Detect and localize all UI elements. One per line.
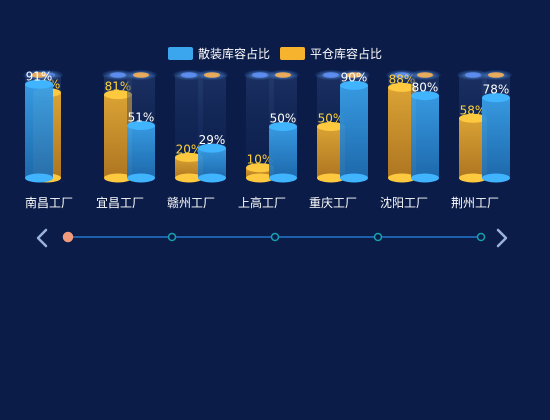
bar-bulk-5-top bbox=[411, 91, 439, 101]
bar-bulk-3-body bbox=[269, 126, 297, 178]
category-label-0: 南昌工厂 bbox=[25, 195, 73, 210]
category-label-2: 赣州工厂 bbox=[167, 196, 215, 210]
bar-bulk-1-track-cap-core bbox=[133, 72, 149, 78]
bar-bulk-5-value-label: 80% bbox=[412, 81, 439, 95]
bar-flat-5-track-cap-core bbox=[394, 72, 410, 78]
category-label-5: 沈阳工厂 bbox=[380, 195, 428, 210]
bar-flat-6-base bbox=[459, 173, 487, 183]
bar-flat-3-value-label: 10% bbox=[247, 153, 274, 167]
bar-bulk-5-base bbox=[411, 173, 439, 183]
bar-bulk-2-body bbox=[198, 148, 226, 178]
legend-item-bulk[interactable]: 散装库容占比 bbox=[168, 46, 270, 61]
bar-flat-3-top bbox=[246, 163, 274, 173]
bar-bulk-6-value-label: 78% bbox=[483, 83, 510, 97]
bar-bulk-4-value-label: 90% bbox=[341, 70, 368, 84]
bar-flat-2-top bbox=[175, 152, 203, 162]
plot-area: 83%91%81%51%20%29%10%50%50%90%88%80%58%7… bbox=[23, 69, 512, 183]
bar-flat-3-track-cap-core bbox=[252, 72, 268, 78]
legend-swatch-bulk bbox=[168, 47, 193, 60]
bar-bulk-0-track-cap-core bbox=[31, 72, 47, 78]
bar-bulk-0[interactable]: 91% bbox=[23, 69, 55, 183]
timeline-nav bbox=[30, 227, 514, 249]
timeline-dot-3[interactable] bbox=[373, 232, 383, 242]
bar-flat-1-base bbox=[104, 173, 132, 183]
bar-flat-3-body bbox=[246, 167, 274, 178]
bar-flat-1-top bbox=[104, 90, 132, 100]
bar-flat-6-top bbox=[459, 113, 487, 123]
bar-bulk-0-top bbox=[25, 79, 53, 89]
legend-item-flat[interactable]: 平仓库容占比 bbox=[280, 46, 382, 61]
category-axis: 南昌工厂 宜昌工厂 赣州工厂 上高工厂 重庆工厂 沈阳工厂 荆州工厂 bbox=[25, 195, 499, 210]
category-label-3: 上高工厂 bbox=[238, 195, 286, 210]
bar-bulk-5[interactable]: 80% bbox=[409, 70, 441, 183]
chevron-left-icon bbox=[36, 228, 48, 248]
bar-bulk-3-base bbox=[269, 173, 297, 183]
chevron-right-icon bbox=[496, 228, 508, 248]
bar-flat-2-track-cap-core bbox=[181, 72, 197, 78]
bar-flat-6-value-label: 58% bbox=[460, 103, 487, 117]
category-label-4: 重庆工厂 bbox=[309, 196, 357, 210]
bar-bulk-3-track-cap-core bbox=[275, 72, 291, 78]
bar-bulk-2-base bbox=[198, 173, 226, 183]
category-label-1: 宜昌工厂 bbox=[96, 195, 144, 210]
bar-flat-4-track-cap-core bbox=[323, 72, 339, 78]
bar-bulk-5-body bbox=[411, 95, 439, 178]
bar-bulk-0-value-label: 91% bbox=[26, 69, 53, 83]
bar-bulk-4-track-cap-core bbox=[346, 72, 362, 78]
bar-flat-5-value-label: 88% bbox=[389, 72, 416, 86]
bar-bulk-6-top bbox=[482, 93, 510, 103]
timeline-dot-0[interactable] bbox=[62, 231, 74, 243]
prev-button[interactable] bbox=[30, 227, 52, 249]
timeline-dot-4[interactable] bbox=[476, 232, 486, 242]
bar-flat-2-value-label: 20% bbox=[176, 142, 203, 156]
bar-bulk-6-track-cap-core bbox=[488, 72, 504, 78]
bar-bulk-1-base bbox=[127, 173, 155, 183]
bar-bulk-3-top bbox=[269, 122, 297, 131]
bar-flat-4-value-label: 50% bbox=[318, 112, 345, 126]
bar-bulk-0-body bbox=[25, 84, 53, 178]
bar-flat-4-top bbox=[317, 122, 345, 131]
bar-bulk-6[interactable]: 78% bbox=[480, 70, 512, 183]
bar-flat-5-base bbox=[388, 173, 416, 183]
bar-bulk-3[interactable]: 50% bbox=[267, 70, 299, 183]
bar-bulk-4-top bbox=[340, 80, 368, 90]
bar-flat-1-track-cap-core bbox=[110, 72, 126, 78]
bar-bulk-4-base bbox=[340, 173, 368, 183]
bar-bulk-6-body bbox=[482, 97, 510, 178]
bar-flat-2-base bbox=[175, 173, 203, 183]
bar-flat-6-track-cap-core bbox=[465, 72, 481, 78]
bar-bulk-1-body bbox=[127, 125, 155, 178]
bar-bulk-2-value-label: 29% bbox=[199, 133, 226, 147]
bar-flat-3-base bbox=[246, 173, 274, 183]
next-button[interactable] bbox=[492, 227, 514, 249]
bar-bulk-2-top bbox=[198, 143, 226, 153]
legend-label-flat: 平仓库容占比 bbox=[310, 46, 382, 61]
bar-bulk-4-body bbox=[340, 85, 368, 178]
bar-bulk-1-top bbox=[127, 120, 155, 130]
bar-flat-1-value-label: 81% bbox=[105, 80, 132, 94]
bar-bulk-4[interactable]: 90% bbox=[338, 70, 370, 183]
bar-bulk-1-value-label: 51% bbox=[128, 110, 155, 124]
bar-flat-5-top bbox=[388, 82, 416, 92]
timeline-dot-2[interactable] bbox=[270, 232, 280, 242]
legend-label-bulk: 散装库容占比 bbox=[198, 46, 270, 61]
bar-bulk-2[interactable]: 29% bbox=[196, 70, 228, 183]
category-label-6: 荆州工厂 bbox=[451, 196, 499, 210]
legend: 散装库容占比 平仓库容占比 bbox=[168, 46, 382, 61]
bar-bulk-2-track-cap-core bbox=[204, 72, 220, 78]
bar-bulk-6-base bbox=[482, 173, 510, 183]
bar-flat-2-body bbox=[175, 157, 203, 178]
bar-bulk-5-track-cap-core bbox=[417, 72, 433, 78]
bar-flat-4-base bbox=[317, 173, 345, 183]
bar-bulk-3-value-label: 50% bbox=[270, 112, 297, 126]
bar-bulk-0-base bbox=[25, 173, 53, 183]
bar-bulk-1[interactable]: 51% bbox=[125, 70, 157, 183]
timeline-dot-1[interactable] bbox=[167, 232, 177, 242]
legend-swatch-flat bbox=[280, 47, 305, 60]
